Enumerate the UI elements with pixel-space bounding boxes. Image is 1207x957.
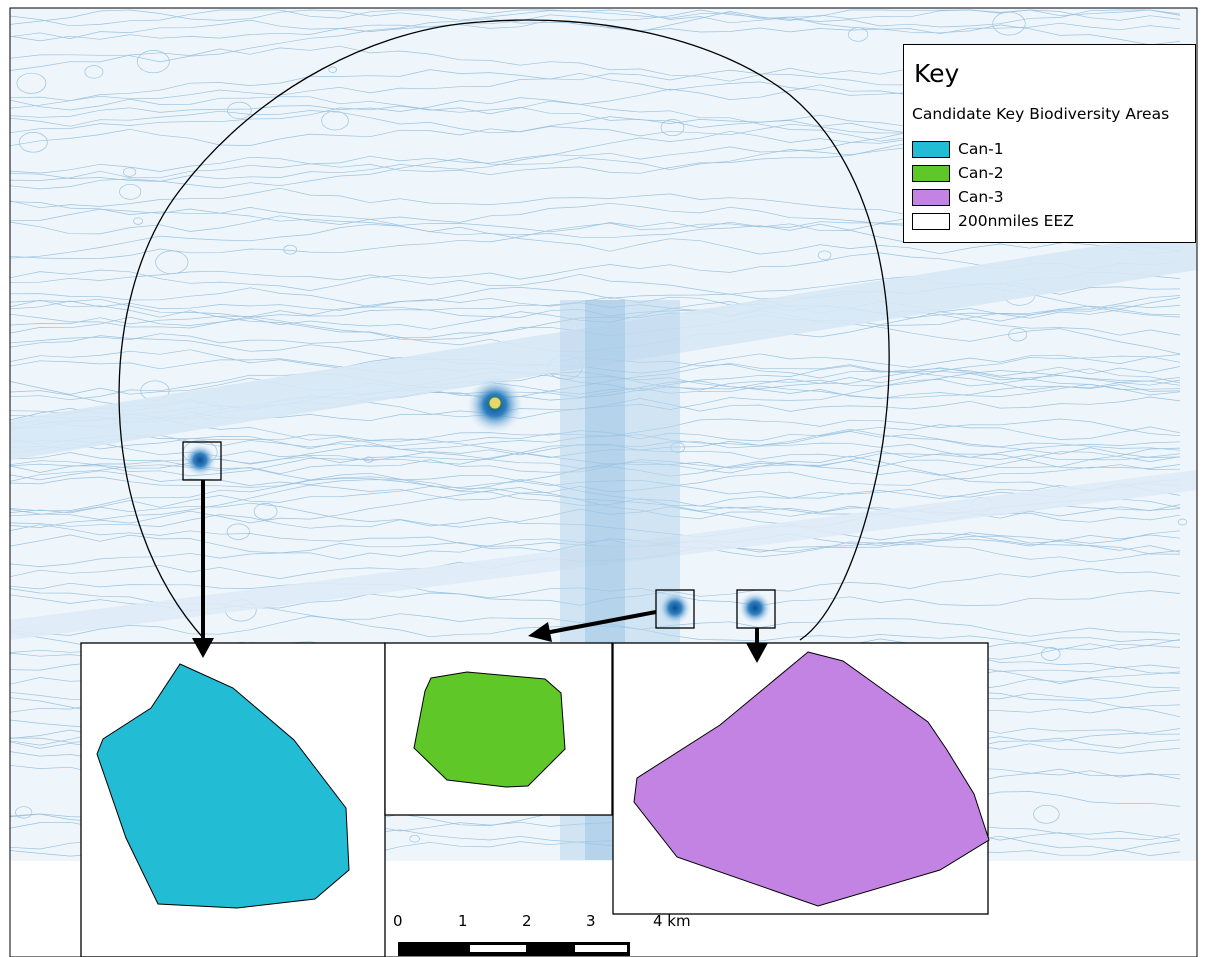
can-1-polygon [96,663,350,909]
ridge-bands [10,230,1197,860]
contour-ring [321,110,349,131]
can-3-polygon [633,651,990,907]
contour-ring [18,132,48,153]
contour-line [9,296,1181,319]
legend-label: Can-1 [958,140,1004,158]
contour-ring [84,65,104,79]
map-border [9,7,1198,957]
contour-line [9,9,1181,39]
contour-ring [660,119,685,137]
contour-ring [328,66,338,73]
legend-subtitle: Candidate Key Biodiversity Areas [912,105,1170,123]
legend-item-eez: 200nmiles EEZ [912,211,1074,231]
contour-ring [123,167,137,177]
contour-ring [817,250,832,261]
eez-boundary [118,19,890,641]
contour-line [9,208,1181,255]
contour-ring [1041,647,1061,661]
scale-label-3: 3 [586,912,596,930]
scale-label-2: 2 [522,912,532,930]
contour-ring [133,217,144,225]
scale-bar [398,942,630,956]
legend-swatch-can-1 [912,140,950,158]
pointer-arrows [192,480,768,663]
contour-ring [364,456,374,463]
scale-label-4: 4 km [653,912,691,930]
contour-line [9,9,1181,46]
legend-label: 200nmiles EEZ [958,212,1074,230]
legend-title: Key [914,59,960,88]
contour-ring [253,503,278,520]
contour-ring [848,27,869,42]
legend-swatch-can-3 [912,188,950,206]
contour-ring [227,101,252,120]
contour-ring [1008,328,1028,342]
locator-box-can-2 [655,589,695,629]
contour-ring [1177,518,1188,526]
contour-ring [119,183,142,200]
scale-label-0: 0 [393,912,403,930]
contour-ring [16,72,47,94]
contour-ring [992,11,1026,36]
legend-item-can-2: Can-2 [912,163,1004,183]
legend-label: Can-3 [958,188,1004,206]
legend-swatch-eez [912,212,950,230]
contour-ring [409,834,420,843]
legend: Key Candidate Key Biodiversity Areas Can… [903,44,1196,243]
contour-line [9,9,1181,42]
contour-ring [283,244,298,255]
can-2-polygon [413,671,566,788]
legend-item-can-1: Can-1 [912,139,1004,159]
legend-swatch-can-2 [912,164,950,182]
legend-item-can-3: Can-3 [912,187,1004,207]
contour-ring [136,50,170,74]
scale-label-1: 1 [458,912,468,930]
contour-ring [15,806,33,819]
contour-ring [226,523,250,540]
contour-ring [155,250,189,275]
legend-label: Can-2 [958,164,1004,182]
contour-ring [1033,804,1060,824]
